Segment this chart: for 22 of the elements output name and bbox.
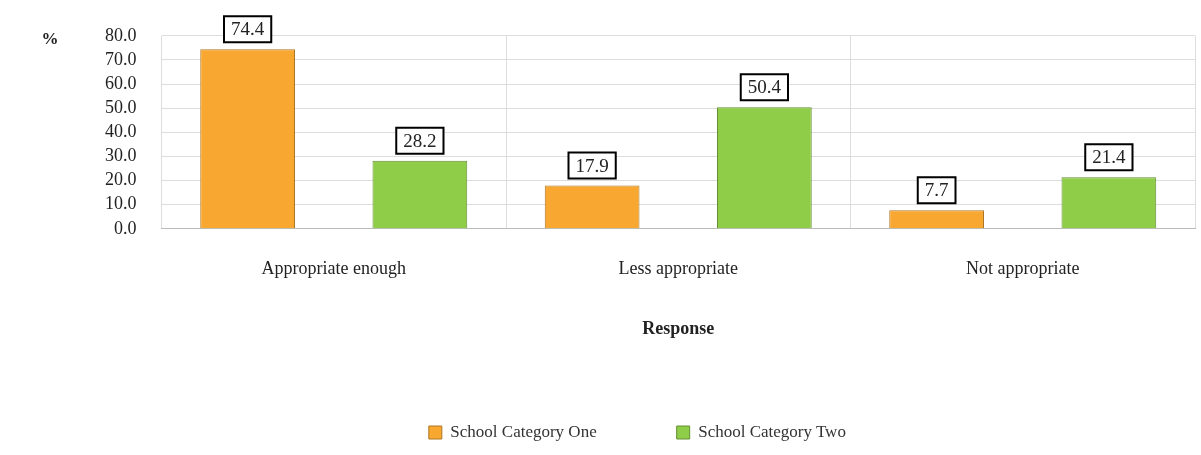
y-tick-label: 80.0 — [105, 24, 137, 45]
y-tick-label: 10.0 — [105, 193, 137, 214]
y-tick-label: 0.0 — [114, 217, 137, 238]
x-tick-label: Less appropriate — [618, 258, 738, 279]
y-tick-label: 70.0 — [105, 48, 137, 69]
x-tick-label: Not appropriate — [966, 258, 1080, 279]
legend-label: School Category Two — [698, 421, 846, 441]
data-label: 28.2 — [403, 129, 437, 151]
y-tick-label: 60.0 — [105, 72, 137, 93]
y-tick-label: 20.0 — [105, 169, 137, 190]
data-label: 17.9 — [575, 154, 609, 176]
y-tick-label: 40.0 — [105, 121, 137, 142]
data-label: 50.4 — [747, 76, 782, 98]
x-axis-title: Response — [642, 317, 715, 338]
y-axis-title: % — [41, 29, 59, 49]
y-tick-label: 50.0 — [105, 96, 137, 117]
y-tick-label: 30.0 — [105, 145, 137, 166]
data-label: 7.7 — [924, 179, 949, 201]
legend-label: School Category One — [450, 421, 597, 441]
data-label: 74.4 — [231, 18, 265, 40]
data-label: 21.4 — [1092, 146, 1126, 168]
x-tick-label: Appropriate enough — [261, 258, 406, 279]
